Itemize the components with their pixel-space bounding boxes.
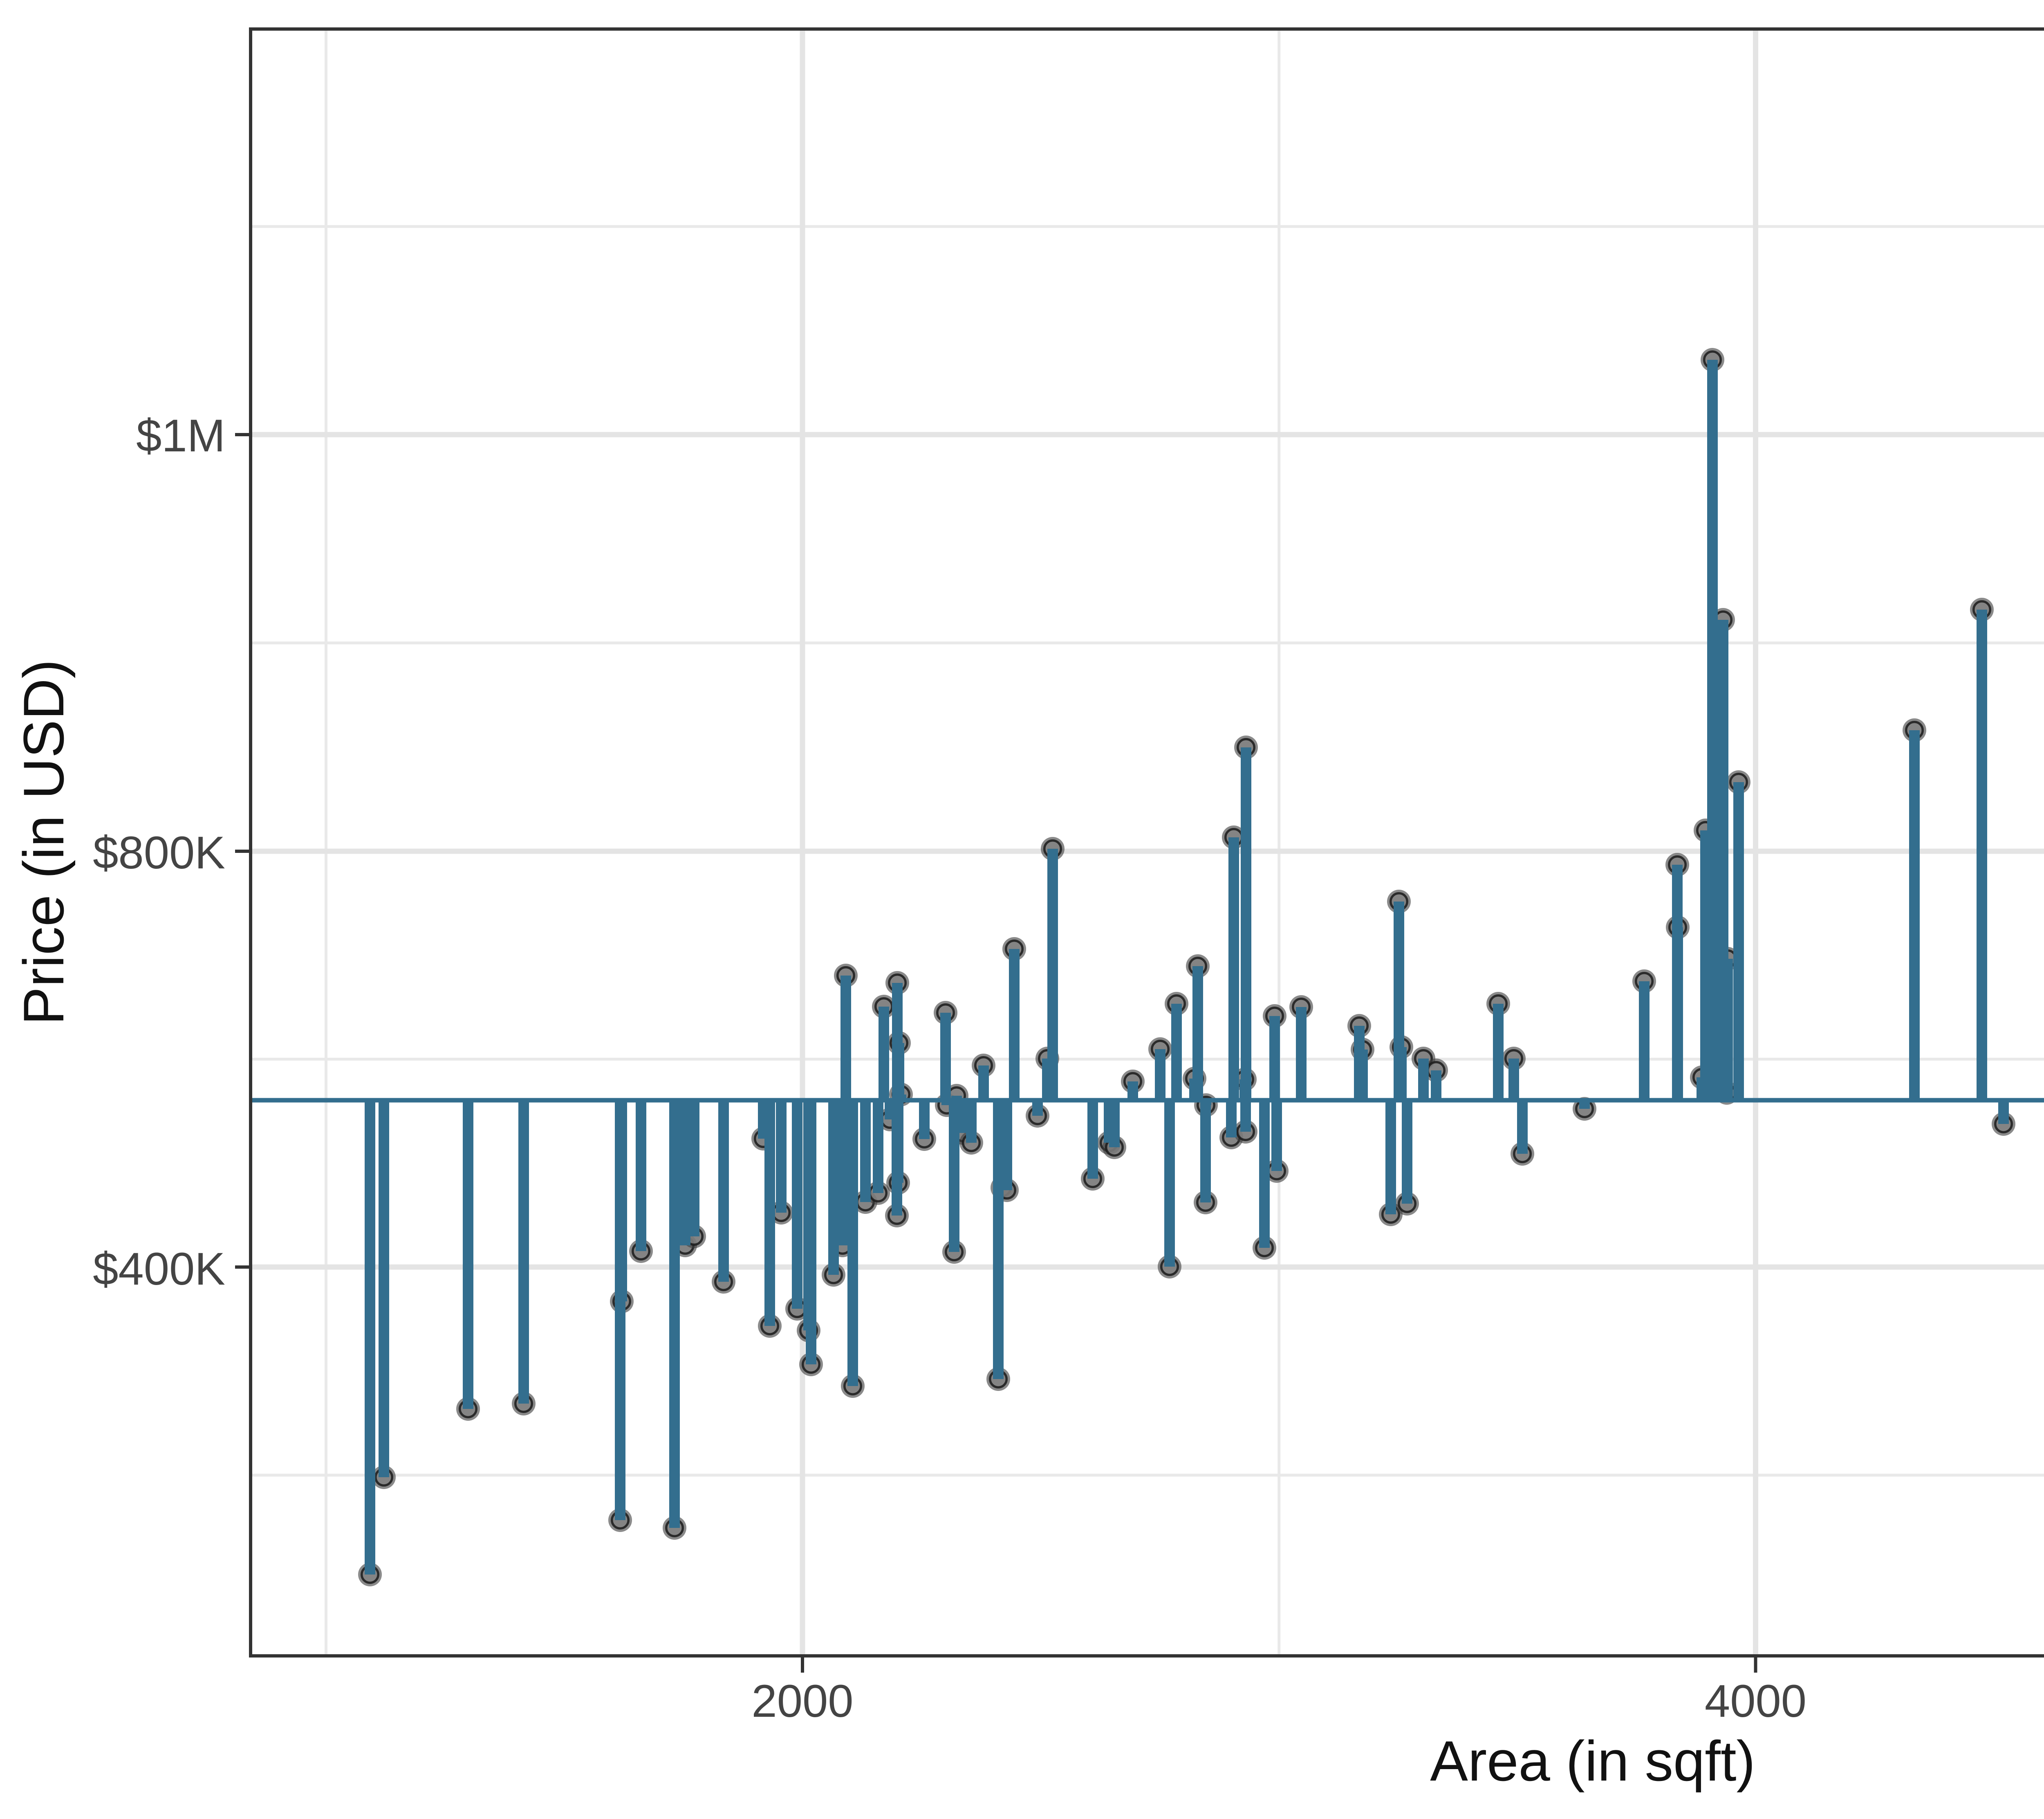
- svg-text:$1M: $1M: [136, 410, 225, 461]
- svg-text:4000: 4000: [1705, 1675, 1806, 1727]
- svg-text:$400K: $400K: [93, 1243, 225, 1294]
- svg-text:Price (in USD): Price (in USD): [11, 659, 76, 1025]
- svg-text:2000: 2000: [751, 1675, 853, 1727]
- svg-text:$800K: $800K: [93, 827, 225, 878]
- svg-text:Area (in sqft): Area (in sqft): [1430, 1729, 1755, 1793]
